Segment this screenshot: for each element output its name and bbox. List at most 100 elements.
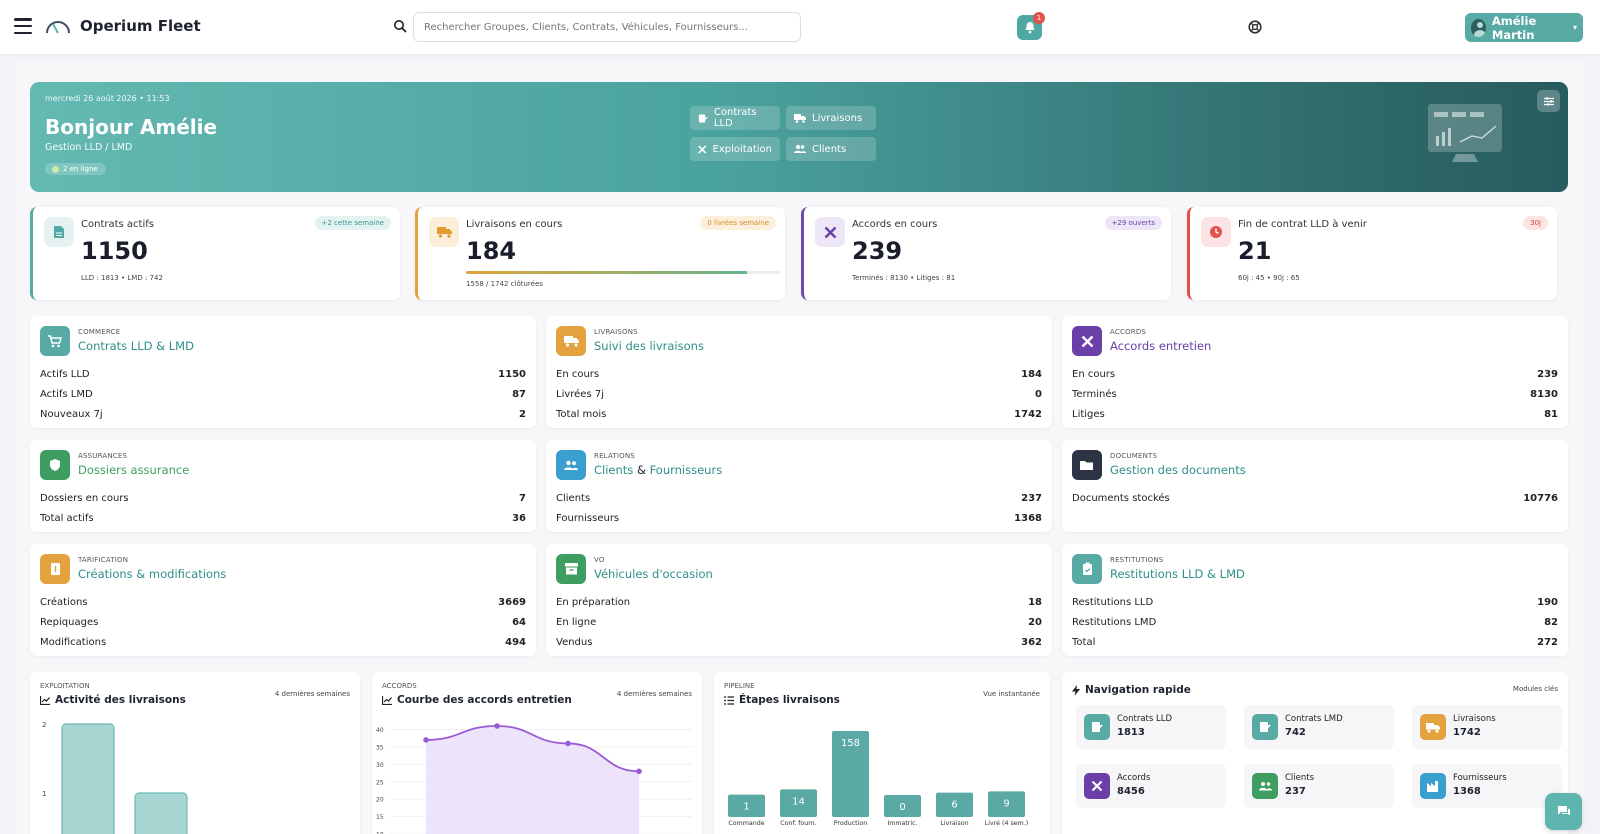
stat-accords-en-cours[interactable]: Accords en cours 239 Terminés : 8130 • L… [801, 207, 1171, 300]
module-title: Clients & Fournisseurs [594, 463, 723, 477]
contract-icon [1252, 714, 1278, 740]
list-item: Livrées 7j 0 [556, 388, 1042, 400]
menu-icon[interactable] [14, 18, 32, 34]
chart-period: 4 dernières semaines [274, 690, 350, 698]
module-category: DOCUMENTS [1110, 452, 1158, 460]
quicknav-title: Navigation rapide [1072, 684, 1191, 696]
list-item: Actifs LLD 1150 [40, 368, 526, 380]
stat-chip: 30j [1523, 216, 1548, 230]
chart-period: 4 dernières semaines [616, 690, 692, 698]
module-category: VO [594, 556, 605, 564]
tile-value: 237 [1285, 786, 1306, 797]
module-contrats[interactable]: COMMERCE Contrats LLD & LMD Actifs LLD 11… [30, 316, 536, 428]
clipboard-icon [1072, 554, 1102, 584]
module-relations[interactable]: RELATIONS Clients & Fournisseurs Clients… [546, 440, 1052, 532]
role-subtitle: Gestion LLD / LMD [45, 142, 133, 153]
notification-badge: 1 [1033, 12, 1045, 24]
tile-label: Accords [1117, 773, 1151, 783]
search-input[interactable] [413, 12, 801, 42]
module-tarification[interactable]: TARIFICATION Créations & modifications C… [30, 544, 536, 656]
data-label: 14 [792, 796, 805, 807]
quick-contrats-lld-button[interactable]: Contrats LLD [690, 106, 780, 130]
module-documents[interactable]: DOCUMENTS Gestion des documents Document… [1062, 440, 1568, 532]
quicknav-tile-livraisons[interactable]: Livraisons 1742 [1412, 705, 1562, 749]
quick-clients-button[interactable]: Clients [786, 137, 876, 161]
series-area [426, 725, 639, 834]
module-category: TARIFICATION [78, 556, 129, 564]
y-tick-label: 30 [376, 762, 384, 769]
data-label: 0 [899, 802, 905, 813]
tile-value: 1813 [1117, 727, 1145, 738]
module-vo[interactable]: VO Véhicules d'occasion En préparation 18… [546, 544, 1052, 656]
delivery-progress-bar [466, 271, 780, 274]
factory-icon [1420, 773, 1446, 799]
truck-icon [429, 217, 459, 247]
chart-activite-livraisons: EXPLOITATION Activité des livraisons 4 d… [30, 672, 360, 834]
users-icon [794, 145, 806, 153]
quicknav-tile-fournisseurs[interactable]: Fournisseurs 1368 [1412, 764, 1562, 808]
truck-icon [794, 114, 806, 123]
module-livraisons[interactable]: LIVRAISONS Suivi des livraisons En cours… [546, 316, 1052, 428]
stat-label: Contrats actifs [81, 219, 154, 230]
data-label: 1 [743, 802, 749, 813]
x-tick-label: Production [834, 820, 868, 827]
help-icon[interactable] [1247, 19, 1263, 35]
module-title: Accords entretien [1110, 339, 1212, 353]
list-item: Total 272 [1072, 636, 1558, 648]
stat-livraisons-en-cours[interactable]: Livraisons en cours 184 1558 / 1742 clôt… [415, 207, 785, 300]
quicknav-tile-contrats-lld[interactable]: Contrats LLD 1813 [1076, 705, 1226, 749]
y-tick-label: 40 [376, 727, 384, 734]
y-tick-label: 25 [376, 779, 384, 786]
quick-exploitation-button[interactable]: Exploitation [690, 137, 780, 161]
quicknav-tile-accords[interactable]: Accords 8456 [1076, 764, 1226, 808]
bar [988, 791, 1025, 817]
x-tick-label: Commande [728, 820, 764, 827]
module-assurances[interactable]: ASSURANCES Dossiers assurance Dossiers e… [30, 440, 536, 532]
folder-icon [1072, 450, 1102, 480]
chart-title: Étapes livraisons [724, 694, 840, 706]
y-tick-label: 10 [376, 832, 384, 834]
list-item: Litiges 81 [1072, 408, 1558, 420]
chart-category: PIPELINE [724, 682, 755, 690]
stat-contrats-actifs[interactable]: Contrats actifs 1150 LLD : 1813 • LMD : … [30, 207, 400, 300]
tools-icon [698, 144, 707, 154]
quick-livraisons-button[interactable]: Livraisons [786, 106, 876, 130]
list-item: Repiquages 64 [40, 616, 526, 628]
chat-button[interactable] [1545, 793, 1582, 830]
chevron-down-icon: ▾ [1572, 23, 1577, 32]
stat-value: 184 [466, 237, 517, 265]
x-tick-label: Livraison [940, 820, 968, 827]
gauge-logo-icon [46, 21, 70, 34]
module-accords[interactable]: ACCORDS Accords entretien En cours 239 Te… [1062, 316, 1568, 428]
stat-detail: LLD : 1813 • LMD : 742 [81, 274, 163, 282]
list-item: Actifs LMD 87 [40, 388, 526, 400]
module-category: ASSURANCES [78, 452, 128, 460]
quicknav-tile-contrats-lmd[interactable]: Contrats LMD 742 [1244, 705, 1394, 749]
y-tick-label: 20 [376, 797, 384, 804]
stat-chip: +2 cette semaine [314, 216, 391, 230]
tile-value: 742 [1285, 727, 1306, 738]
sliders-icon [1543, 96, 1554, 106]
bar [936, 792, 973, 817]
module-category: RESTITUTIONS [1110, 556, 1164, 564]
banner-settings-button[interactable] [1537, 90, 1560, 112]
notifications-button[interactable]: 1 [1017, 12, 1045, 40]
dashboard-illustration-icon [1428, 104, 1502, 162]
list-item: En ligne 20 [556, 616, 1042, 628]
bell-icon [1025, 22, 1034, 34]
stat-fin-de-contrat[interactable]: Fin de contrat LLD à venir 21 60j : 45 •… [1187, 207, 1557, 300]
user-menu-button[interactable]: Amélie Martin ▾ [1465, 13, 1583, 42]
chart-line-icon [382, 695, 392, 705]
bar [728, 794, 765, 817]
list-item: Modifications 494 [40, 636, 526, 648]
truck-icon [1420, 714, 1446, 740]
tile-label: Clients [1285, 773, 1315, 783]
list-item: En cours 184 [556, 368, 1042, 380]
module-restitutions[interactable]: RESTITUTIONS Restitutions LLD & LMD Rest… [1062, 544, 1568, 656]
stat-detail: 1558 / 1742 clôturées [466, 280, 543, 288]
chart-plot: 21 [42, 721, 188, 834]
quicknav-tile-clients[interactable]: Clients 237 [1244, 764, 1394, 808]
users-icon [556, 450, 586, 480]
stat-label: Livraisons en cours [466, 219, 563, 230]
list-item: Documents stockés 10776 [1072, 492, 1558, 504]
